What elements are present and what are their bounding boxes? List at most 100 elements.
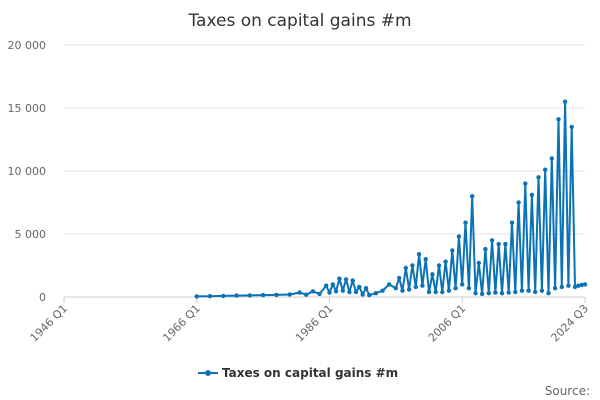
data-point[interactable] [509,220,515,225]
data-point[interactable] [413,284,418,290]
data-point[interactable] [519,288,525,293]
data-point[interactable] [363,286,369,291]
data-point[interactable] [357,284,362,290]
data-point[interactable] [420,283,425,288]
y-tick-label: 10 000 [8,165,47,178]
data-point[interactable] [576,283,581,288]
data-point[interactable] [526,288,531,293]
data-point[interactable] [324,283,329,288]
data-point[interactable] [317,291,322,297]
data-point[interactable] [460,282,465,287]
data-point[interactable] [360,292,365,297]
data-point[interactable] [333,289,339,294]
data-point[interactable] [470,194,475,199]
data-point[interactable] [330,282,335,287]
data-point[interactable] [353,289,359,295]
data-point[interactable] [340,288,345,293]
data-point[interactable] [221,293,226,299]
data-point[interactable] [513,289,518,295]
y-tick-label: 15 000 [8,102,47,115]
data-point[interactable] [559,284,564,290]
data-point[interactable] [529,192,535,198]
data-point[interactable] [287,292,292,297]
data-point[interactable] [579,282,584,288]
data-point[interactable] [387,282,392,287]
data-point[interactable] [297,290,302,295]
data-point[interactable] [347,289,352,295]
legend-label: Taxes on capital gains #m [222,366,398,380]
data-point[interactable] [546,291,551,296]
y-tick-label: 0 [39,291,46,304]
data-point[interactable] [566,283,571,288]
data-point[interactable] [247,293,252,298]
data-point[interactable] [433,289,438,295]
data-point[interactable] [533,289,538,295]
y-axis-ticks: 0 5 000 10 000 15 000 20 000 [8,39,47,304]
data-point[interactable] [453,286,458,291]
data-point[interactable] [506,290,511,295]
data-point[interactable] [343,277,349,282]
data-point[interactable] [274,292,279,298]
data-point[interactable] [486,291,491,296]
data-point[interactable] [523,181,528,186]
data-point[interactable] [310,289,316,294]
data-point[interactable] [473,291,478,296]
data-point[interactable] [337,276,342,281]
data-point[interactable] [426,289,432,295]
data-point[interactable] [397,275,402,281]
data-point[interactable] [562,99,568,104]
data-point[interactable] [234,293,239,298]
data-point[interactable] [327,290,332,295]
data-point[interactable] [549,156,554,161]
data-point[interactable] [304,292,309,297]
data-point[interactable] [569,124,574,130]
data-point[interactable] [516,200,521,205]
data-point[interactable] [466,286,472,291]
data-point[interactable] [479,291,485,297]
x-tick-label: 1966 Q1 [160,302,203,345]
data-point[interactable] [483,246,488,252]
legend[interactable]: Taxes on capital gains #m [198,366,398,380]
data-point[interactable] [496,241,501,247]
data-point[interactable] [400,288,405,293]
data-point[interactable] [350,278,355,283]
data-point[interactable] [207,294,213,299]
data-point[interactable] [403,265,408,271]
data-point[interactable] [440,289,445,295]
x-tick-label: 2006 Q1 [426,302,469,345]
data-point[interactable] [572,284,578,290]
data-point[interactable] [393,286,398,291]
data-point[interactable] [489,238,495,243]
x-tick-label: 2024 Q3 [549,302,592,345]
data-point[interactable] [552,286,558,291]
data-point[interactable] [499,291,505,296]
data-point[interactable] [450,248,455,253]
data-point[interactable] [493,290,498,295]
data-point[interactable] [373,291,379,296]
data-point[interactable] [539,288,545,293]
data-point[interactable] [410,263,415,268]
data-point[interactable] [423,257,428,262]
data-point[interactable] [380,288,385,293]
data-point[interactable] [543,167,548,172]
data-point[interactable] [406,287,412,292]
data-point[interactable] [582,282,588,287]
series-line[interactable] [196,100,586,298]
series-group [194,99,588,299]
data-point[interactable] [436,263,442,268]
data-point[interactable] [446,288,452,293]
gridlines [64,44,585,235]
data-point[interactable] [536,175,541,180]
data-point[interactable] [430,272,435,277]
data-point[interactable] [463,220,468,225]
data-point[interactable] [260,292,266,298]
data-point[interactable] [503,241,508,247]
data-point[interactable] [443,259,448,264]
source-label[interactable]: Source: [545,384,590,398]
data-point[interactable] [416,252,422,257]
data-point[interactable] [194,294,199,299]
data-point[interactable] [367,292,372,298]
data-point[interactable] [456,234,462,239]
data-point[interactable] [476,260,481,266]
data-point[interactable] [556,117,561,122]
